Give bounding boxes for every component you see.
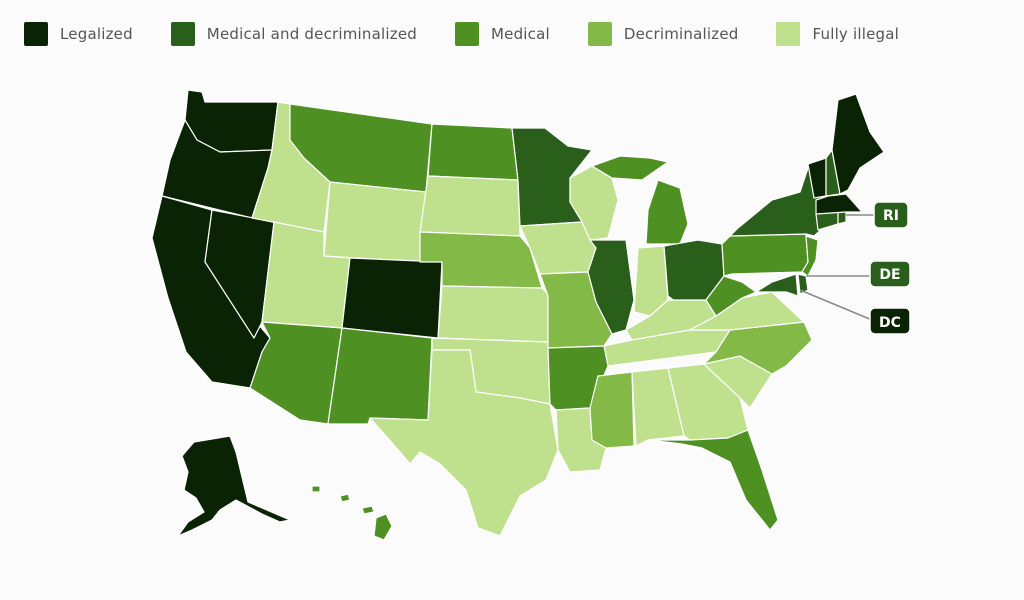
legend-label-decriminalized: Decriminalized: [623, 25, 739, 43]
callout-label-dc: DC: [879, 315, 901, 331]
state-massachusetts: [815, 193, 863, 215]
legend-label-legalized: Legalized: [60, 25, 133, 43]
state-alaska: [177, 435, 291, 537]
state-north-dakota: [427, 123, 519, 181]
state-alabama: [631, 367, 685, 447]
callout-label-de: DE: [879, 267, 900, 283]
legend-swatch-decriminalized: [587, 22, 612, 46]
state-michigan: [645, 179, 689, 245]
state-florida: [647, 429, 779, 531]
state-wyoming: [323, 181, 427, 263]
legend: Legalized Medical and decriminalized Med…: [24, 20, 937, 48]
legend-item-medical-decriminalized: Medical and decriminalized: [170, 22, 417, 46]
state-hawaii-oahu: [339, 493, 351, 503]
state-hawaii-kauai: [311, 485, 321, 493]
state-maryland: [755, 273, 799, 297]
legend-swatch-legalized: [24, 22, 48, 46]
state-texas: [369, 349, 559, 537]
callout-badge-de: [869, 260, 911, 288]
legend-swatch-fully-illegal: [776, 22, 801, 46]
callout-label-ri: RI: [883, 208, 899, 224]
callout-badge-ri: [873, 201, 909, 229]
state-illinois: [587, 239, 635, 335]
legend-item-legalized: Legalized: [24, 22, 133, 46]
state-south-dakota: [419, 175, 521, 237]
state-michigan-upper: [591, 155, 669, 181]
legend-swatch-medical: [455, 22, 479, 46]
state-delaware: [797, 273, 809, 295]
legend-swatch-medical-decriminalized: [170, 22, 195, 46]
legend-label-medical: Medical: [491, 25, 550, 43]
legend-label-medical-decriminalized: Medical and decriminalized: [206, 25, 417, 43]
state-kansas: [437, 285, 551, 343]
callout-line-dc: [799, 289, 873, 321]
state-mississippi: [589, 371, 635, 449]
legend-item-medical: Medical: [455, 22, 550, 46]
state-maine: [831, 93, 885, 195]
legend-item-decriminalized: Decriminalized: [587, 22, 739, 46]
state-connecticut: [815, 211, 839, 231]
state-hawaii-maui: [361, 505, 375, 515]
legend-item-fully-illegal: Fully illegal: [776, 22, 899, 46]
state-pennsylvania: [721, 233, 809, 277]
state-colorado: [341, 257, 443, 339]
legend-label-fully-illegal: Fully illegal: [812, 25, 899, 43]
state-hawaii-main: [373, 513, 393, 541]
callout-badge-dc: [869, 307, 911, 335]
state-new-mexico: [327, 327, 433, 425]
